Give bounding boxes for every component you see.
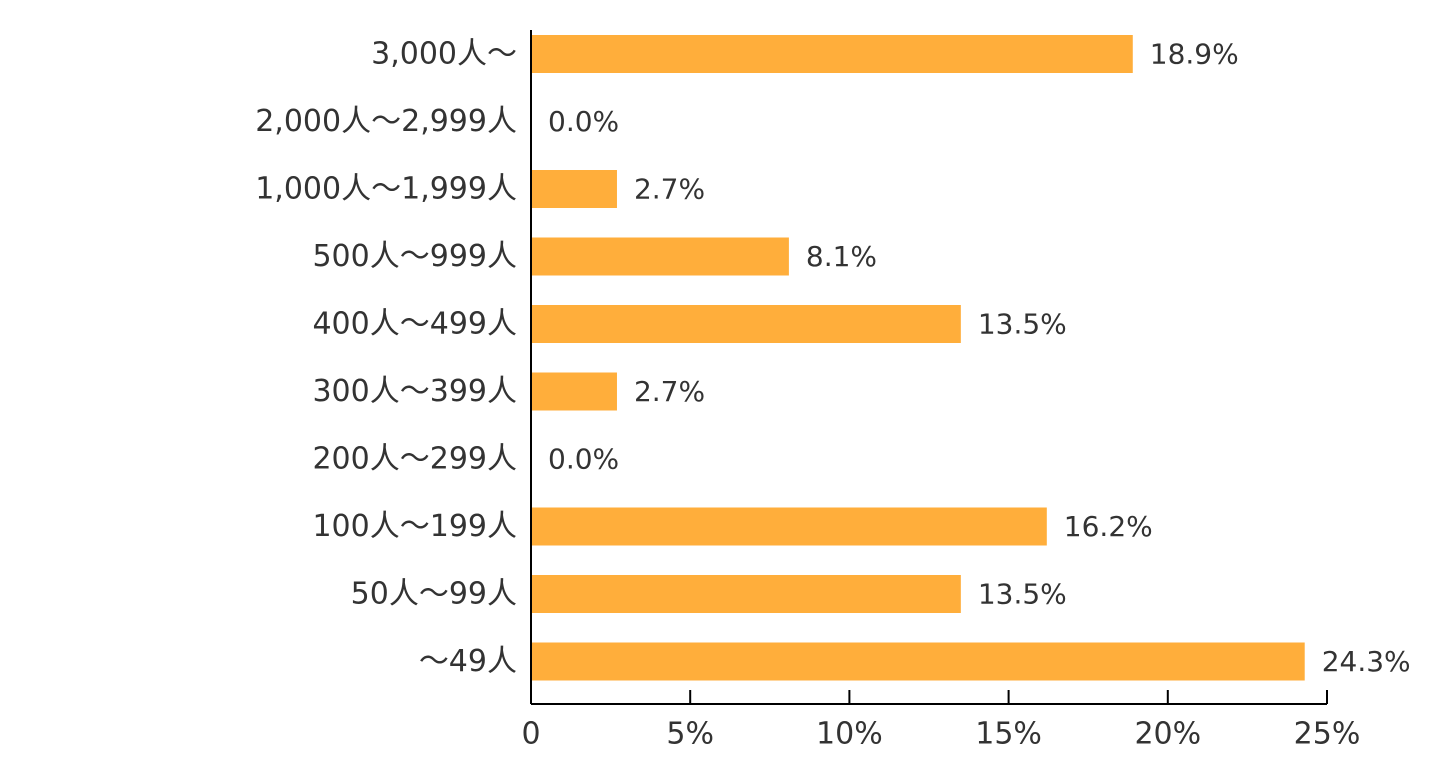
bar <box>531 35 1133 73</box>
x-tick-label: 0 <box>521 717 540 752</box>
x-tick-label: 25% <box>1294 717 1361 752</box>
category-label: 2,000人～2,999人 <box>255 104 517 139</box>
value-label: 2.7% <box>634 173 705 206</box>
value-label: 13.5% <box>978 578 1067 611</box>
bar <box>531 507 1047 546</box>
x-tick-label: 15% <box>975 717 1042 752</box>
value-label: 8.1% <box>806 240 877 273</box>
category-label: 50人～99人 <box>351 577 517 612</box>
bar <box>531 170 617 208</box>
value-label: 18.9% <box>1150 38 1239 71</box>
value-label: 13.5% <box>978 308 1067 341</box>
x-tick-label: 5% <box>666 717 714 752</box>
category-label: 300人～399人 <box>312 374 517 409</box>
category-label: 400人～499人 <box>312 307 517 342</box>
category-label: 500人～999人 <box>312 239 517 274</box>
value-label: 16.2% <box>1064 510 1153 543</box>
bar <box>531 372 617 411</box>
value-label: 0.0% <box>548 443 619 476</box>
category-label: 3,000人～ <box>371 37 517 72</box>
bar <box>531 642 1305 681</box>
value-label: 24.3% <box>1322 645 1411 678</box>
bar <box>531 575 961 613</box>
x-tick-label: 20% <box>1134 717 1201 752</box>
bar <box>531 305 961 343</box>
x-tick-label: 10% <box>816 717 883 752</box>
value-label: 2.7% <box>634 375 705 408</box>
category-label: 200人～299人 <box>312 442 517 477</box>
value-label: 0.0% <box>548 105 619 138</box>
bar <box>531 237 789 276</box>
category-label: ～49人 <box>419 644 517 679</box>
category-label: 1,000人～1,999人 <box>255 172 517 207</box>
category-label: 100人～199人 <box>312 509 517 544</box>
